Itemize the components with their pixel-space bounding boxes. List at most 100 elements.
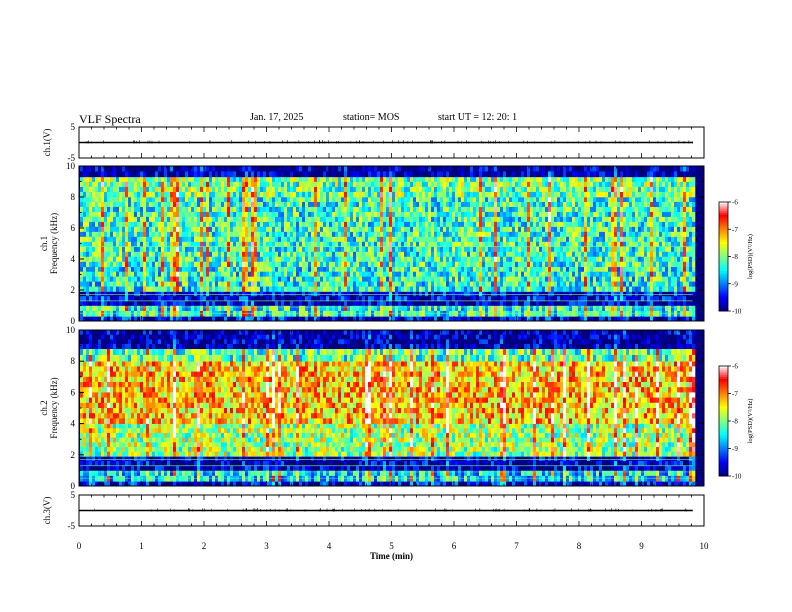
spectrogram-cell <box>389 221 393 228</box>
spectrogram-cell <box>254 201 258 208</box>
spectrogram-cell <box>467 221 471 228</box>
spectrogram-cell <box>260 261 264 268</box>
spectrogram-cell <box>242 186 246 193</box>
spectrogram-cell <box>380 246 384 253</box>
spectrogram-cell <box>353 221 357 228</box>
spectrogram-cell <box>344 241 348 248</box>
spectrogram-cell <box>293 191 297 198</box>
spectrogram-cell <box>104 197 108 203</box>
spectrogram-cell <box>386 291 390 297</box>
spectrogram-cell <box>212 276 216 282</box>
spectrogram-cell <box>113 266 117 273</box>
spectrogram-cell <box>326 286 330 292</box>
spectrogram-cell <box>368 186 372 193</box>
spectrogram-cell <box>233 181 237 188</box>
spectrogram-cell <box>323 226 327 233</box>
spectrogram-cell <box>116 231 120 238</box>
spectrogram-cell <box>518 316 522 322</box>
spectrogram-cell <box>458 266 462 273</box>
spectrogram-cell <box>485 226 489 233</box>
spectrogram-cell <box>497 181 501 188</box>
spectrogram-cell <box>485 261 489 268</box>
spectrogram-cell <box>449 300 453 306</box>
spectrogram-cell <box>479 266 483 273</box>
spectrogram-cell <box>254 176 258 183</box>
spectrogram-cell <box>332 305 336 312</box>
spectrogram-cell <box>374 316 378 322</box>
spectrogram-cell <box>131 296 135 302</box>
spectrogram-cell <box>311 291 315 297</box>
spectrogram-cell <box>461 256 465 263</box>
spectrogram-cell <box>296 221 300 228</box>
spectrogram-cell <box>464 291 468 297</box>
spectrogram-cell <box>374 226 378 233</box>
spectrogram-cell <box>461 191 465 198</box>
spectrogram-cell <box>101 305 105 312</box>
spectrogram-cell <box>143 291 147 297</box>
spectrogram-cell <box>437 206 441 213</box>
spectrogram-cell <box>134 176 138 183</box>
spectrogram-cell <box>266 181 270 188</box>
spectrogram-cell <box>158 266 162 273</box>
spectrogram-cell <box>185 221 189 228</box>
spectrogram-cell <box>380 231 384 238</box>
spectrogram-cell <box>83 266 87 273</box>
spectrogram-cell <box>263 201 267 208</box>
spectrogram-cell <box>425 266 429 273</box>
spectrogram-cell <box>422 226 426 233</box>
spectrogram-cell <box>356 181 360 188</box>
spectrogram-cell <box>287 186 291 193</box>
spectrogram-cell <box>206 300 210 306</box>
spectrogram-cell <box>137 276 141 282</box>
spectrogram-cell <box>482 186 486 193</box>
spectrogram-cell <box>428 310 432 317</box>
spectrogram-cell <box>461 276 465 282</box>
spectrogram-cell <box>248 316 252 322</box>
spectrogram-cell <box>194 181 198 188</box>
spectrogram-cell <box>203 176 207 183</box>
spectrogram-cell <box>452 256 456 263</box>
spectrogram-cell <box>155 246 159 253</box>
spectrogram-cell <box>500 316 504 322</box>
spectrogram-cell <box>368 300 372 306</box>
spectrogram-cell <box>380 197 384 203</box>
spectrogram-cell <box>398 236 402 243</box>
spectrogram-cell <box>473 305 477 312</box>
spectrogram-cell <box>176 241 180 248</box>
spectrogram-cell <box>473 251 477 258</box>
spectrogram-cell <box>200 201 204 208</box>
spectrogram-cell <box>410 191 414 198</box>
spectrogram-cell <box>254 216 258 223</box>
spectrogram-cell <box>506 206 510 213</box>
spectrogram-cell <box>434 310 438 317</box>
spectrogram-cell <box>173 296 177 302</box>
spectrogram-cell <box>269 201 273 208</box>
spectrogram-cell <box>164 300 168 306</box>
spectrogram-cell <box>506 241 510 248</box>
spectrogram-cell <box>365 181 369 188</box>
spectrogram-cell <box>395 197 399 203</box>
spectrogram-cell <box>287 286 291 292</box>
spectrogram-cell <box>446 296 450 302</box>
spectrogram-cell <box>395 241 399 248</box>
spectrogram-cell <box>356 216 360 223</box>
spectrogram-cell <box>266 256 270 263</box>
spectrogram-cell <box>176 211 180 218</box>
spectrogram-cell <box>428 176 432 183</box>
spectrogram-cell <box>326 221 330 228</box>
spectrogram-cell <box>338 201 342 208</box>
spectrogram-cell <box>506 251 510 258</box>
spectrogram-cell <box>278 226 282 233</box>
spectrogram-cell <box>485 291 489 297</box>
spectrogram-cell <box>251 171 255 178</box>
spectrogram-cell <box>242 316 246 322</box>
spectrogram-cell <box>518 236 522 243</box>
spectrogram-cell <box>449 271 453 277</box>
spectrogram-cell <box>509 216 513 223</box>
spectrogram-cell <box>170 251 174 258</box>
spectrogram-cell <box>281 166 285 172</box>
spectrogram-cell <box>461 261 465 268</box>
spectrogram-cell <box>158 251 162 258</box>
spectrogram-cell <box>224 281 228 287</box>
spectrogram-cell <box>308 276 312 282</box>
